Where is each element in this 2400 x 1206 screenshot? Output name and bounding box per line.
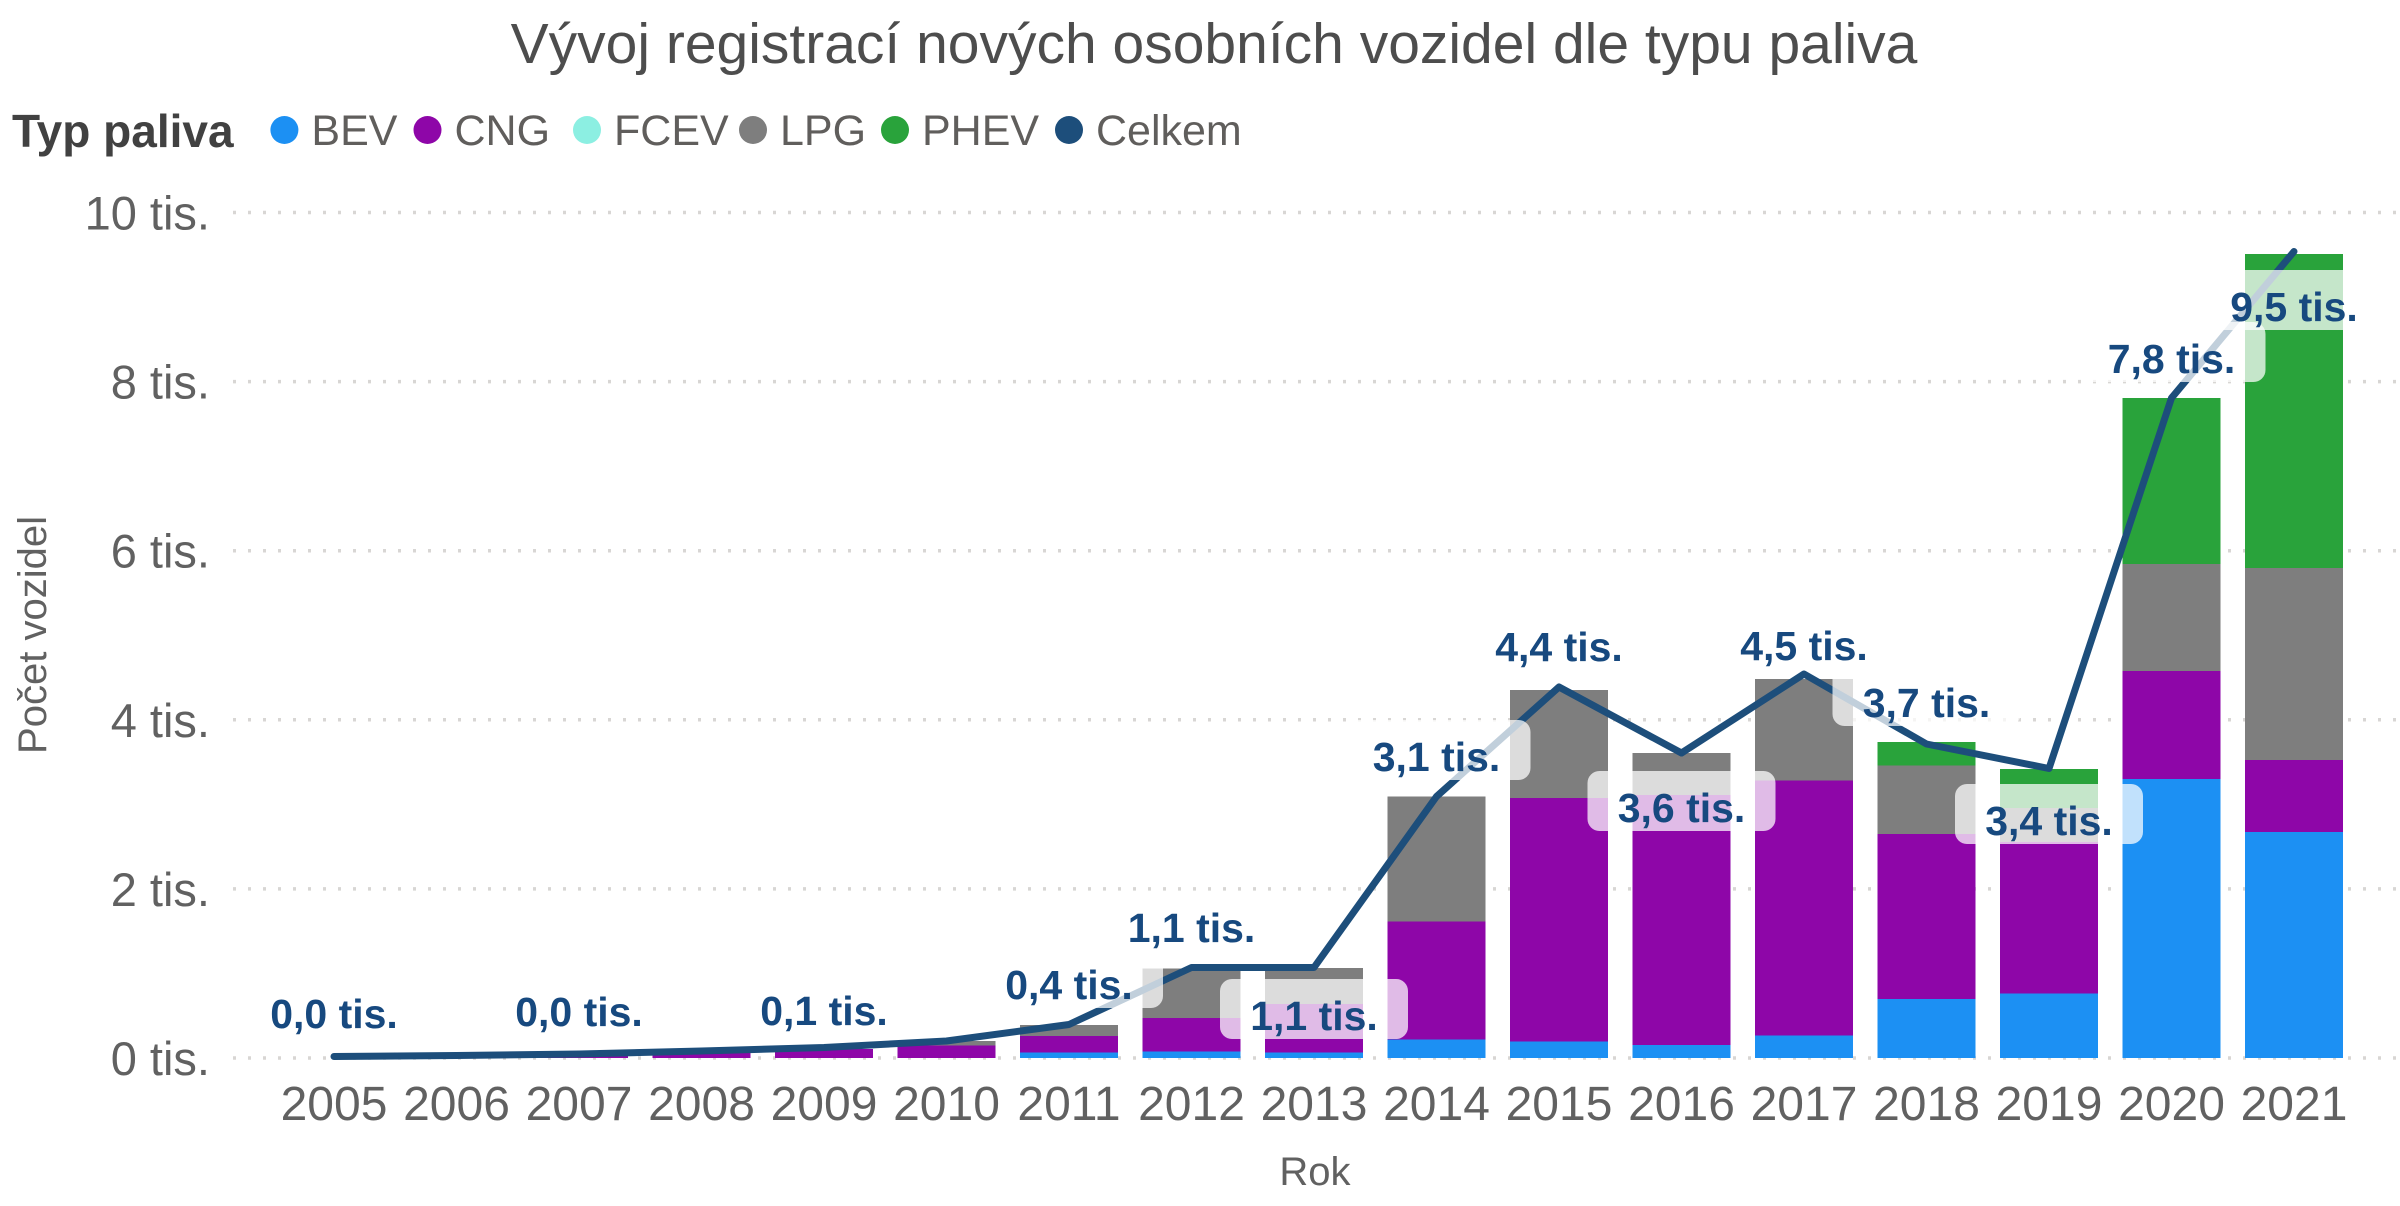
svg-text:2009: 2009 <box>771 1078 878 1131</box>
svg-text:4,4 tis.: 4,4 tis. <box>1495 624 1623 670</box>
svg-text:Celkem: Celkem <box>1096 107 1242 155</box>
svg-text:2018: 2018 <box>1873 1078 1980 1131</box>
svg-text:7,8 tis.: 7,8 tis. <box>2108 336 2236 382</box>
svg-text:2017: 2017 <box>1751 1078 1858 1131</box>
svg-text:2019: 2019 <box>1996 1078 2103 1131</box>
svg-text:PHEV: PHEV <box>922 107 1039 155</box>
svg-text:3,6 tis.: 3,6 tis. <box>1618 785 1746 831</box>
svg-text:10 tis.: 10 tis. <box>85 187 210 240</box>
svg-text:2012: 2012 <box>1138 1078 1245 1131</box>
svg-text:0,0 tis.: 0,0 tis. <box>270 991 398 1037</box>
svg-text:CNG: CNG <box>455 107 551 155</box>
svg-text:1,1 tis.: 1,1 tis. <box>1250 993 1378 1039</box>
svg-text:0 tis.: 0 tis. <box>111 1032 210 1085</box>
svg-text:2008: 2008 <box>648 1078 755 1131</box>
svg-text:Rok: Rok <box>1279 1150 1351 1194</box>
svg-text:2016: 2016 <box>1628 1078 1735 1131</box>
svg-text:3,7 tis.: 3,7 tis. <box>1863 680 1991 726</box>
svg-text:2011: 2011 <box>1017 1078 1120 1131</box>
svg-text:4,5 tis.: 4,5 tis. <box>1740 623 1868 669</box>
svg-text:FCEV: FCEV <box>614 107 729 155</box>
svg-text:LPG: LPG <box>780 107 866 155</box>
svg-text:8 tis.: 8 tis. <box>111 356 210 409</box>
svg-text:2 tis.: 2 tis. <box>111 863 210 916</box>
svg-text:2014: 2014 <box>1383 1078 1490 1131</box>
svg-text:2010: 2010 <box>893 1078 1000 1131</box>
svg-text:2015: 2015 <box>1506 1078 1613 1131</box>
svg-text:3,4 tis.: 3,4 tis. <box>1985 798 2113 844</box>
svg-text:2006: 2006 <box>403 1078 510 1131</box>
svg-text:BEV: BEV <box>311 107 397 155</box>
svg-text:4 tis.: 4 tis. <box>111 694 210 747</box>
svg-text:2005: 2005 <box>281 1078 388 1131</box>
svg-text:2013: 2013 <box>1261 1078 1368 1131</box>
svg-text:6 tis.: 6 tis. <box>111 525 210 578</box>
svg-text:0,0 tis.: 0,0 tis. <box>515 989 643 1035</box>
svg-text:Počet vozidel: Počet vozidel <box>11 516 55 754</box>
svg-text:1,1 tis.: 1,1 tis. <box>1128 905 1256 951</box>
svg-text:2007: 2007 <box>526 1078 633 1131</box>
svg-text:Vývoj registrací nových osobní: Vývoj registrací nových osobních vozidel… <box>511 12 1918 76</box>
svg-text:0,4 tis.: 0,4 tis. <box>1005 962 1133 1008</box>
svg-text:0,1 tis.: 0,1 tis. <box>760 988 888 1034</box>
svg-text:Typ paliva: Typ paliva <box>12 105 234 157</box>
svg-text:9,5 tis.: 9,5 tis. <box>2230 284 2358 330</box>
svg-text:2020: 2020 <box>2118 1078 2225 1131</box>
svg-text:3,1 tis.: 3,1 tis. <box>1373 734 1501 780</box>
svg-text:2021: 2021 <box>2241 1078 2348 1131</box>
